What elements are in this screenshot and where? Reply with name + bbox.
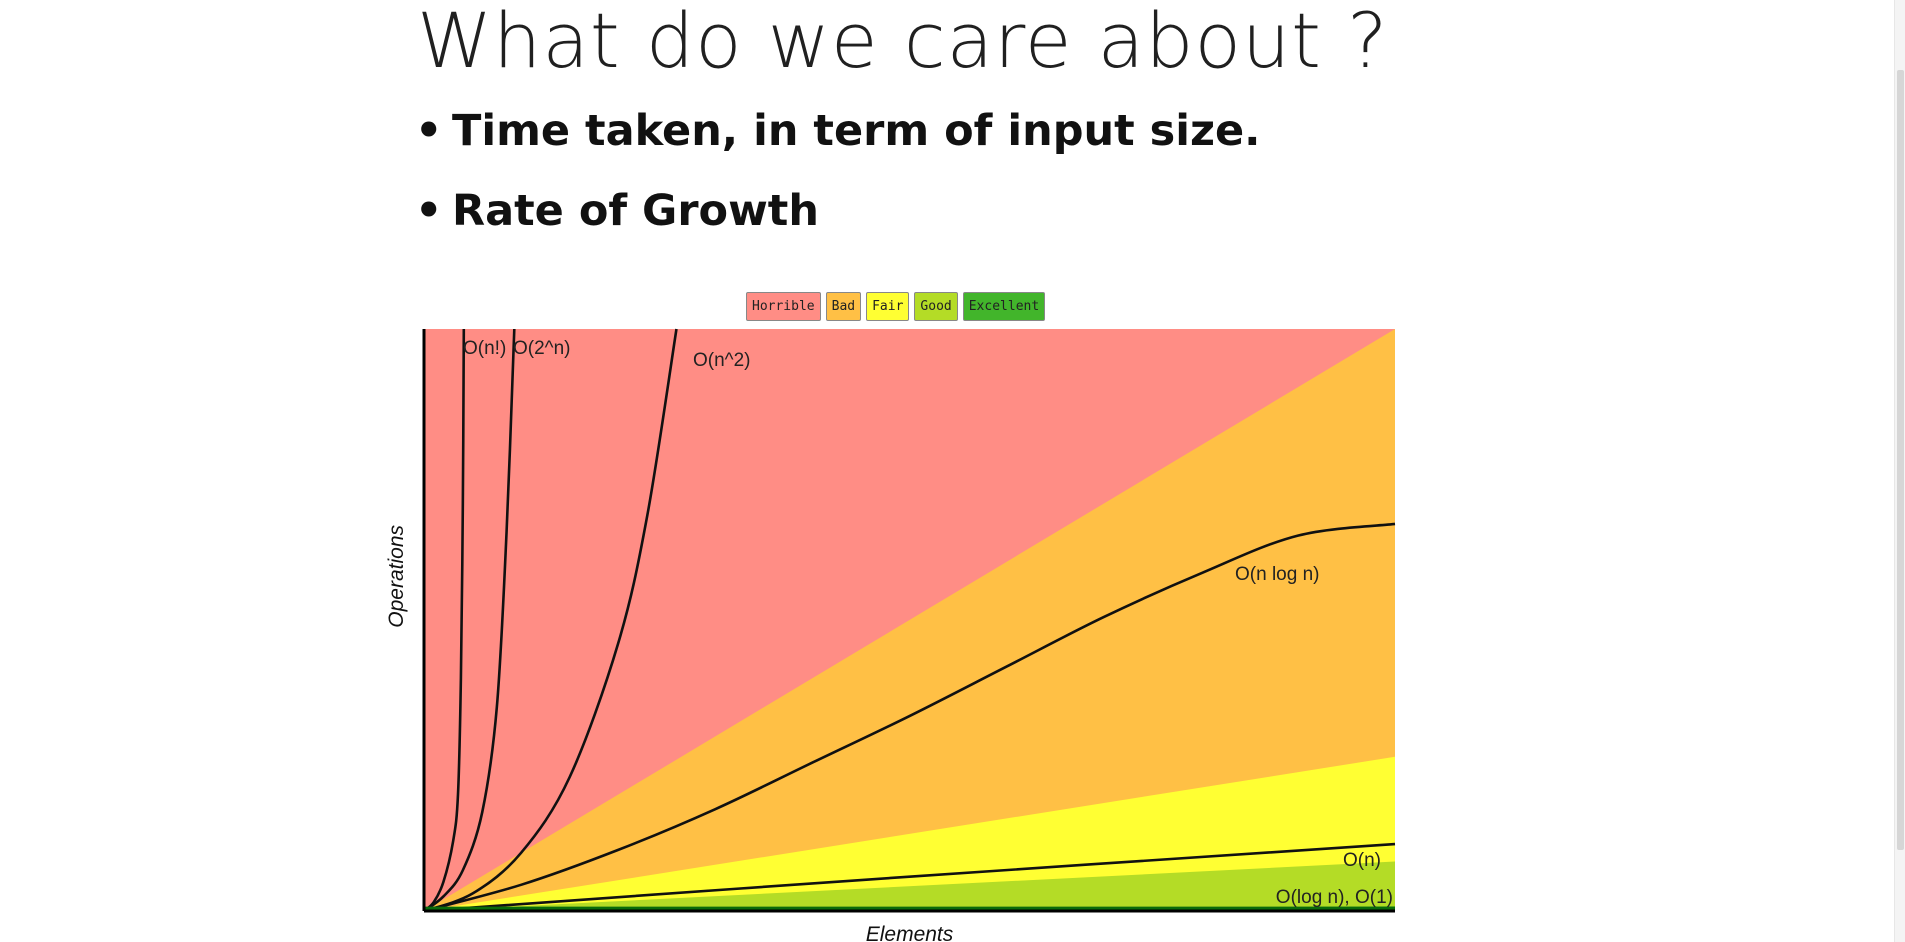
slide-title: What do we care about ? <box>417 0 1389 85</box>
bullet-item: • Time taken, in term of input size. <box>415 103 1260 159</box>
legend-item-fair: Fair <box>866 292 910 321</box>
series-label: O(2^n) <box>513 338 570 359</box>
curves-layer <box>423 328 1396 913</box>
bullet-item: • Rate of Growth <box>415 183 1260 239</box>
scrollbar[interactable] <box>1894 0 1905 942</box>
legend-item-excellent: Excellent <box>962 292 1046 321</box>
chart-legend: Horrible Bad Fair Good Excellent <box>746 292 1046 321</box>
bullet-list: • Time taken, in term of input size. • R… <box>415 103 1260 263</box>
legend-item-bad: Bad <box>825 292 862 321</box>
series-label: O(n^2) <box>693 350 750 371</box>
zone-bad <box>424 329 1395 911</box>
complexity-chart: Horrible Bad Fair Good Excellent O(n!) O(… <box>370 285 1420 942</box>
series-line-o-n-2- <box>423 328 678 913</box>
legend-item-horrible: Horrible <box>746 292 821 321</box>
zones-layer <box>424 329 1395 911</box>
bullet-text: Time taken, in term of input size. <box>452 106 1261 156</box>
legend-item-good: Good <box>914 292 958 321</box>
scrollbar-thumb[interactable] <box>1897 70 1904 850</box>
bullet-dot: • <box>415 106 443 156</box>
zone-good <box>424 861 1395 911</box>
y-axis-label: Operations <box>385 524 408 627</box>
series-label: O(n log n) <box>1235 564 1319 585</box>
bullet-dot: • <box>415 186 443 236</box>
series-line-o-n- <box>423 842 1396 913</box>
series-label: O(n!) <box>463 338 506 359</box>
series-label: O(log n), O(1) <box>1276 887 1393 908</box>
series-line-o-n-log-n- <box>423 522 1396 913</box>
x-axis-label: Elements <box>866 923 954 942</box>
labels-layer: O(n!) O(2^n) O(n^2) O(n log n) O(n) O(log n),… <box>463 338 1393 908</box>
chart-plot: O(n!) O(2^n) O(n^2) O(n log n) O(n) O(log n),… <box>385 328 1396 942</box>
series-line-o-2-n- <box>423 328 516 913</box>
zone-fair <box>424 756 1395 911</box>
series-line-o-n- <box>423 328 466 913</box>
bullet-text: Rate of Growth <box>452 186 819 236</box>
series-label: O(n) <box>1343 850 1381 871</box>
